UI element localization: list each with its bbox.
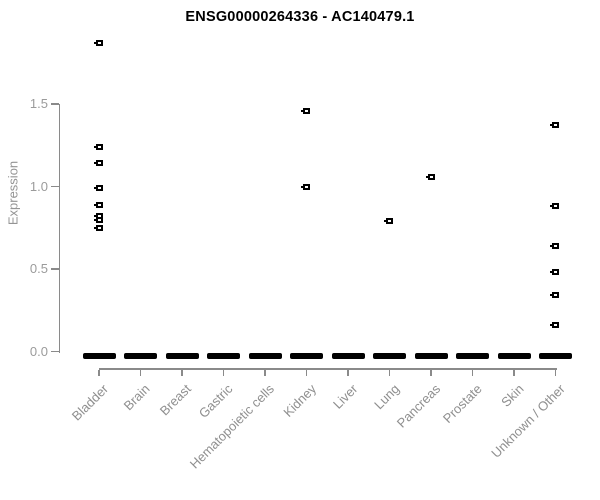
x-category-label: Skin [497,381,527,410]
zero-expression-cluster [373,352,406,359]
data-point [93,201,103,208]
data-point [550,292,559,299]
x-category-label: Prostate [439,381,485,427]
y-axis-tick [51,268,59,270]
x-category-label: Bladder [69,381,112,424]
x-category-label: Kidney [280,381,319,420]
x-axis-tick [264,369,266,376]
y-axis-tick [51,103,59,105]
y-axis-line [58,104,60,353]
zero-expression-cluster [248,352,282,359]
y-tick-label: 1.5 [29,96,48,111]
x-category-label: Lung [370,381,402,413]
x-category-label: Liver [329,381,361,412]
data-point [425,173,435,180]
x-axis-tick [388,369,391,376]
x-axis-tick [222,369,225,376]
zero-expression-cluster [207,352,240,359]
zero-expression-cluster [124,352,157,359]
x-axis-tick [181,369,183,376]
data-point [301,107,310,114]
zero-expression-cluster [497,352,531,359]
zero-expression-cluster [414,352,448,359]
data-point [93,185,103,192]
x-axis-tick [305,369,308,376]
x-axis-tick [554,369,557,376]
data-point [93,143,103,150]
chart-title: ENSG00000264336 - AC140479.1 [185,9,415,25]
x-category-label: Gastric [196,381,236,421]
x-axis-line [99,368,557,370]
data-point [301,183,310,190]
x-category-label: Breast [157,381,195,419]
x-axis-tick [471,369,474,376]
data-point [384,218,393,225]
data-point [550,322,559,329]
data-point [93,224,103,231]
x-category-label: Brain [120,381,153,414]
data-point [550,269,559,276]
y-axis-tick [51,185,59,188]
zero-expression-cluster [456,352,489,359]
x-category-label: Unknown / Other [488,381,568,461]
x-category-label: Pancreas [393,381,444,431]
y-tick-label: 0.5 [29,261,48,276]
data-point [93,39,103,46]
x-axis-tick [98,369,100,376]
x-axis-tick [139,369,142,376]
x-axis-tick [430,369,432,376]
y-tick-label: 0.0 [29,343,48,359]
data-point [550,203,559,210]
data-point [93,216,103,223]
zero-expression-cluster [331,352,365,359]
zero-expression-cluster [165,352,199,359]
data-point [550,242,559,249]
y-axis-tick [51,350,59,353]
data-point [550,122,559,129]
zero-expression-cluster [82,352,116,359]
y-tick-label: 1.0 [29,178,48,194]
zero-expression-cluster [290,352,323,359]
data-point [93,160,103,167]
zero-expression-cluster [539,352,572,359]
x-axis-tick [347,369,349,376]
x-axis-tick [513,369,515,376]
